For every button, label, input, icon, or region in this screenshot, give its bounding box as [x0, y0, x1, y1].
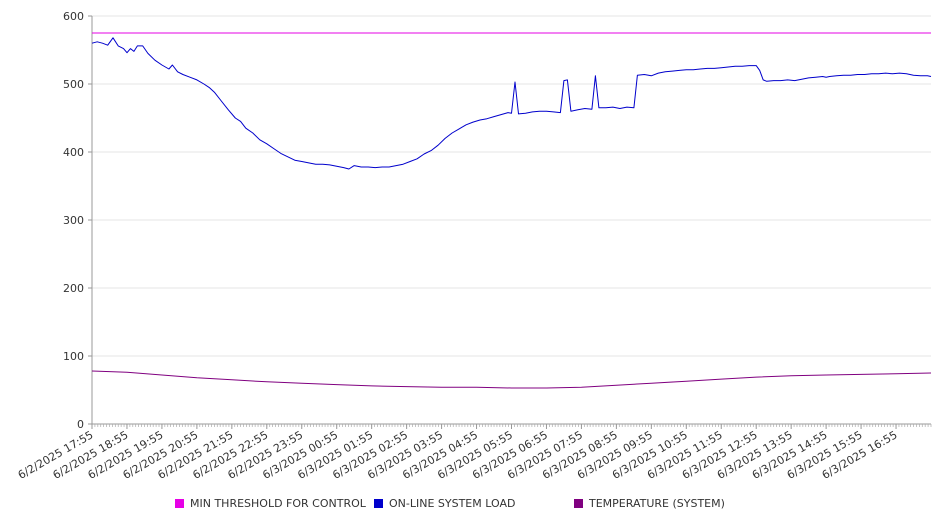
y-tick-labels: 0 100 200 300 400 500 600	[63, 10, 84, 431]
x-tick-labels: 6/2/2025 17:556/2/2025 18:556/2/2025 19:…	[16, 428, 900, 482]
legend-swatch-temperature-system	[574, 499, 583, 508]
legend-swatch-min-threshold	[175, 499, 184, 508]
legend-swatch-online-system-load	[374, 499, 383, 508]
legend-item-min-threshold[interactable]: MIN THRESHOLD FOR CONTROL	[175, 497, 366, 510]
y-tick-label: 300	[63, 214, 84, 227]
y-tick-label: 100	[63, 350, 84, 363]
legend-item-temperature-system[interactable]: TEMPERATURE (SYSTEM)	[574, 497, 725, 510]
series-lines	[91, 32, 932, 389]
legend-label-temperature-system: TEMPERATURE (SYSTEM)	[589, 497, 725, 510]
chart-legend: MIN THRESHOLD FOR CONTROL ON-LINE SYSTEM…	[0, 497, 946, 515]
y-tick-label: 0	[77, 418, 84, 431]
y-tick-label: 200	[63, 282, 84, 295]
y-tick-label: 600	[63, 10, 84, 23]
legend-label-online-system-load: ON-LINE SYSTEM LOAD	[389, 497, 516, 510]
series-line-temperature-system	[91, 370, 932, 389]
series-line-on-line-system-load	[91, 37, 932, 170]
axes	[88, 15, 932, 429]
gridlines	[92, 15, 931, 357]
legend-item-online-system-load[interactable]: ON-LINE SYSTEM LOAD	[374, 497, 515, 510]
legend-label-min-threshold: MIN THRESHOLD FOR CONTROL	[190, 497, 366, 510]
y-tick-label: 500	[63, 78, 84, 91]
y-tick-label: 400	[63, 146, 84, 159]
